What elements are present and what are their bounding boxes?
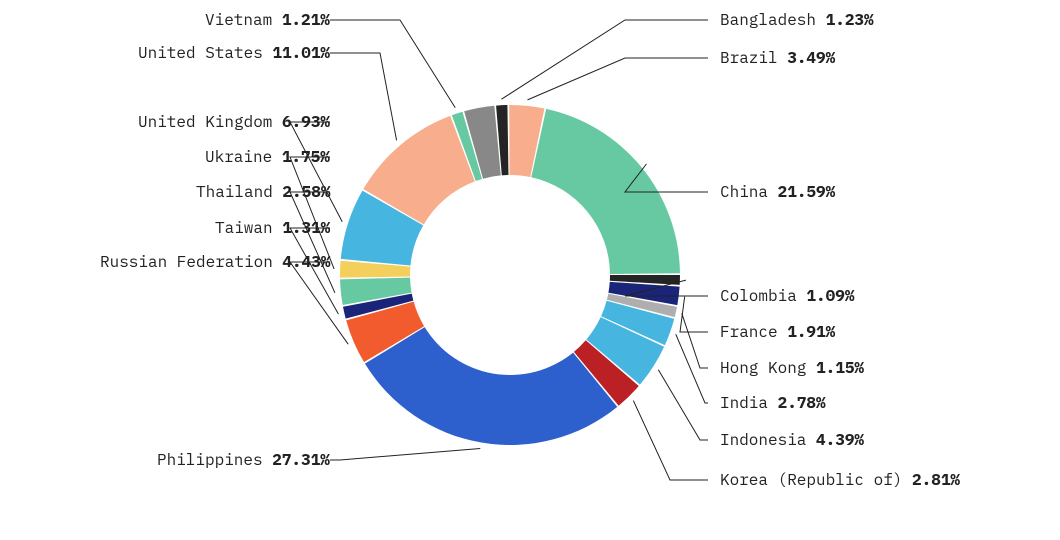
slice-label-value: 6.93% xyxy=(282,112,330,132)
leader-line xyxy=(633,401,708,480)
slice-label: United States 11.01% xyxy=(138,43,330,63)
slice-label-value: 1.21% xyxy=(282,10,330,30)
leader-line xyxy=(680,297,708,332)
slice-label-name: Taiwan xyxy=(215,218,273,238)
slice-label-name: United States xyxy=(138,43,263,63)
slice-label-name: United Kingdom xyxy=(138,112,272,132)
slice-label-value: 2.78% xyxy=(778,393,826,413)
leader-line xyxy=(290,262,348,344)
slice-label: Taiwan 1.31% xyxy=(215,218,330,238)
slice-label: France 1.91% xyxy=(720,322,835,342)
leader-line xyxy=(290,192,335,293)
slice-label-name: France xyxy=(720,322,778,342)
slice-label: United Kingdom 6.93% xyxy=(138,112,330,132)
leader-line xyxy=(658,370,708,440)
leader-line xyxy=(330,448,480,460)
slice-label: Hong Kong 1.15% xyxy=(720,358,864,378)
leader-line xyxy=(330,20,455,108)
slice-label-name: India xyxy=(720,393,768,413)
leader-line xyxy=(501,20,708,99)
slice-label: Vietnam 1.21% xyxy=(205,10,330,30)
slice-label-name: Hong Kong xyxy=(720,358,806,378)
slice-label: Bangladesh 1.23% xyxy=(720,10,874,30)
slice-label-name: Brazil xyxy=(720,48,778,68)
slice-label-name: Ukraine xyxy=(205,147,272,167)
slice-label-name: Korea (Republic of) xyxy=(720,470,902,490)
slice-label-value: 3.49% xyxy=(787,48,835,68)
slice-label-value: 4.39% xyxy=(816,430,864,450)
slice-label-value: 1.15% xyxy=(816,358,864,378)
leader-line xyxy=(290,122,342,222)
slice-label-value: 1.91% xyxy=(787,322,835,342)
slice-label-value: 1.23% xyxy=(826,10,874,30)
slice-label-value: 11.01% xyxy=(272,43,330,63)
slice-label-name: Russian Federation xyxy=(100,252,273,272)
slice-label-value: 2.58% xyxy=(282,182,330,202)
slice-label: India 2.78% xyxy=(720,393,826,413)
leader-line xyxy=(682,313,708,368)
slice-label-name: Bangladesh xyxy=(720,10,816,30)
slice-label-value: 27.31% xyxy=(272,450,330,470)
slice-label-name: China xyxy=(720,182,768,202)
slice-label: Brazil 3.49% xyxy=(720,48,835,68)
slice-label-name: Thailand xyxy=(196,182,273,202)
slice-label-value: 21.59% xyxy=(778,182,836,202)
slice-label: Colombia 1.09% xyxy=(720,286,854,306)
slice-label: Ukraine 1.75% xyxy=(205,147,330,167)
slice-label-value: 1.31% xyxy=(282,218,330,238)
slice-label-value: 1.75% xyxy=(282,147,330,167)
slice-label-value: 4.43% xyxy=(282,252,330,272)
donut-chart: Bangladesh 1.23% Brazil 3.49% China 21.59%… xyxy=(0,0,1060,540)
slice-philippines xyxy=(365,327,617,445)
slice-label-name: Indonesia xyxy=(720,430,806,450)
leader-line xyxy=(528,58,708,100)
slice-label-value: 1.09% xyxy=(806,286,854,306)
slice-china xyxy=(531,109,680,274)
slice-label: China 21.59% xyxy=(720,182,835,202)
slice-label-name: Colombia xyxy=(720,286,797,306)
slice-label: Korea (Republic of) 2.81% xyxy=(720,470,960,490)
slice-label-name: Vietnam xyxy=(205,10,272,30)
slice-label-value: 2.81% xyxy=(912,470,960,490)
slice-label: Russian Federation 4.43% xyxy=(100,252,330,272)
slice-label: Thailand 2.58% xyxy=(196,182,330,202)
slice-label: Indonesia 4.39% xyxy=(720,430,864,450)
slice-label: Philippines 27.31% xyxy=(157,450,330,470)
leader-line xyxy=(330,53,397,140)
slice-label-name: Philippines xyxy=(157,450,263,470)
